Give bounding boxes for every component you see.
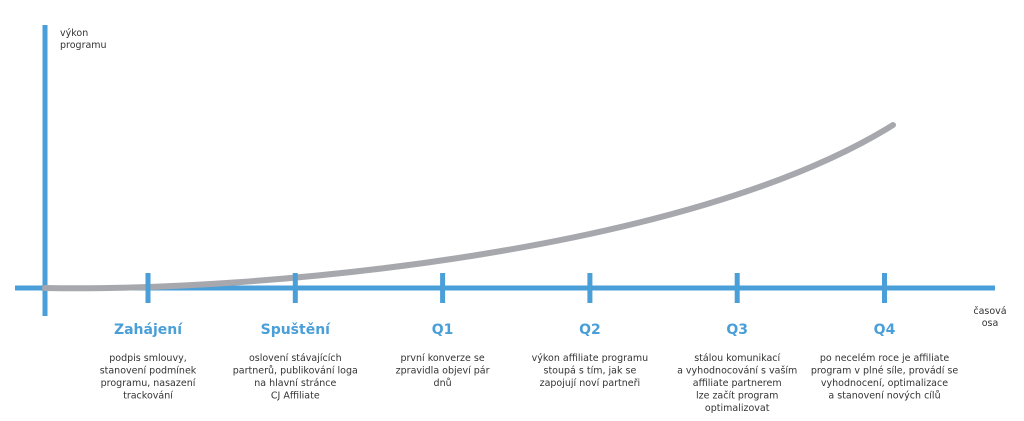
- y-axis-label: výkon: [60, 28, 88, 39]
- milestone-description: zpravidla objeví pár: [396, 366, 490, 377]
- milestone-description: oslovení stávajících: [249, 353, 342, 364]
- milestone-description: na hlavní stránce: [254, 378, 336, 389]
- milestone-description: CJ Affiliate: [271, 391, 320, 402]
- milestone-description: programu, nasazení: [101, 378, 196, 389]
- y-axis-label: programu: [60, 40, 107, 51]
- milestone-label: Zahájení: [114, 322, 183, 338]
- milestone-description: první konverze se: [400, 353, 484, 364]
- milestone-label: Q2: [579, 322, 601, 338]
- milestone-description: dnů: [434, 378, 452, 389]
- x-axis-label: časová: [973, 306, 1006, 317]
- milestone-description: stálou komunikací: [694, 353, 780, 364]
- milestone-label: Q3: [726, 322, 748, 338]
- milestone-description: a stanovení nových cílů: [828, 391, 940, 402]
- milestone-description: a vyhodnocování s vaším: [677, 366, 797, 377]
- milestone-description: partnerů, publikování loga: [233, 366, 358, 377]
- milestone-description: lze začít program: [696, 391, 778, 402]
- milestone-label: Q4: [874, 322, 896, 338]
- milestone-description: stoupá s tím, jak se: [544, 366, 637, 377]
- performance-curve: [42, 122, 896, 292]
- milestone-label: Spuštění: [261, 322, 332, 338]
- milestone-description: stanovení podmínek: [100, 366, 197, 377]
- milestone-description: optimalizovat: [705, 403, 770, 414]
- milestone-description: vyhodnocení, optimalizace: [821, 378, 948, 389]
- milestone-description: zapojují noví partneři: [540, 378, 641, 389]
- milestone-description: výkon affiliate programu: [532, 353, 649, 364]
- milestone-description: podpis smlouvy,: [109, 353, 186, 364]
- milestone-description: program v plné síle, provádí se: [811, 366, 959, 377]
- milestone-description: affiliate partnerem: [693, 378, 782, 389]
- x-axis-label: osa: [982, 318, 999, 329]
- milestone-description: po necelém roce je affiliate: [820, 353, 949, 364]
- milestone-label: Q1: [432, 322, 454, 338]
- milestone-description: trackování: [123, 391, 173, 402]
